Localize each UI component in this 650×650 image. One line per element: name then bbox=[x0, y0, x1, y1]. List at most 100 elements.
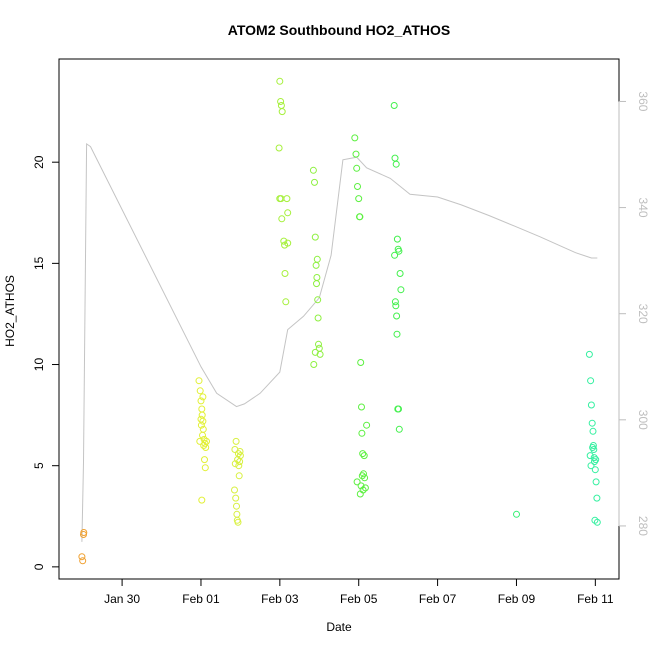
data-point bbox=[358, 429, 366, 437]
data-point bbox=[282, 298, 290, 306]
data-point bbox=[233, 502, 240, 510]
data-point bbox=[392, 302, 400, 310]
secondary-y-tick-label: 300 bbox=[636, 410, 650, 430]
data-point bbox=[195, 377, 203, 385]
data-point bbox=[390, 102, 398, 109]
x-tick-label: Jan 30 bbox=[104, 592, 140, 606]
data-point bbox=[358, 472, 366, 480]
data-point bbox=[355, 195, 363, 203]
data-point bbox=[357, 482, 365, 490]
secondary-y-tick-label: 320 bbox=[636, 304, 650, 324]
data-point bbox=[278, 108, 286, 116]
data-point bbox=[275, 144, 283, 152]
data-point bbox=[391, 154, 399, 162]
data-point bbox=[284, 239, 292, 247]
secondary-y-tick-label: 340 bbox=[636, 198, 650, 218]
data-point bbox=[395, 247, 403, 255]
data-point bbox=[203, 437, 210, 445]
data-point bbox=[352, 150, 360, 158]
data-point bbox=[313, 274, 321, 281]
data-point bbox=[589, 427, 597, 435]
data-point bbox=[235, 462, 243, 470]
data-point bbox=[392, 160, 400, 168]
data-point bbox=[591, 516, 599, 524]
data-point bbox=[363, 421, 371, 429]
secondary-series-layer bbox=[81, 142, 598, 542]
data-point bbox=[313, 280, 320, 288]
data-point bbox=[587, 401, 595, 409]
data-point bbox=[198, 496, 206, 504]
data-point bbox=[358, 403, 365, 411]
data-point bbox=[351, 134, 359, 142]
chart-title: ATOM2 Southbound HO2_ATHOS bbox=[228, 22, 450, 38]
data-point bbox=[395, 425, 403, 433]
y-tick-label: 5 bbox=[32, 462, 46, 469]
data-point bbox=[585, 350, 593, 358]
data-point bbox=[356, 213, 364, 221]
data-point bbox=[78, 553, 86, 561]
y-tick-label: 20 bbox=[32, 155, 46, 169]
data-point bbox=[198, 411, 206, 419]
data-point bbox=[588, 419, 596, 427]
data-point bbox=[283, 195, 291, 203]
data-point bbox=[197, 397, 205, 405]
data-point bbox=[395, 405, 402, 413]
data-point bbox=[311, 178, 318, 186]
data-point bbox=[201, 456, 208, 464]
data-point bbox=[199, 393, 207, 401]
x-tick-label: Feb 05 bbox=[340, 592, 378, 606]
data-point bbox=[199, 417, 207, 425]
data-point bbox=[310, 361, 318, 368]
secondary-y-tick-label: 360 bbox=[636, 91, 650, 111]
data-point bbox=[197, 421, 205, 429]
data-point bbox=[236, 448, 244, 455]
data-point bbox=[354, 183, 361, 190]
data-point bbox=[359, 486, 367, 494]
data-point bbox=[315, 340, 322, 348]
data-point bbox=[393, 312, 401, 320]
points-layer bbox=[78, 77, 601, 565]
data-point bbox=[593, 494, 601, 502]
data-point bbox=[231, 460, 239, 468]
data-point bbox=[361, 484, 369, 492]
data-point bbox=[277, 102, 285, 109]
x-tick-label: Feb 03 bbox=[261, 592, 299, 606]
data-point bbox=[589, 444, 597, 451]
data-point bbox=[314, 296, 322, 304]
y-tick-label: 0 bbox=[32, 563, 46, 570]
data-point bbox=[360, 452, 368, 460]
data-point bbox=[233, 510, 241, 518]
data-point bbox=[314, 314, 322, 322]
data-point bbox=[513, 510, 520, 518]
data-point bbox=[311, 233, 319, 241]
secondary-y-tick-label: 280 bbox=[636, 516, 650, 536]
data-point bbox=[196, 437, 204, 445]
y-tick-label: 15 bbox=[32, 256, 46, 270]
data-point bbox=[592, 478, 600, 486]
data-point bbox=[313, 255, 321, 263]
data-point bbox=[353, 478, 361, 486]
x-tick-label: Feb 09 bbox=[498, 592, 536, 606]
data-point bbox=[393, 235, 401, 243]
x-tick-label: Feb 07 bbox=[419, 592, 457, 606]
data-point bbox=[586, 452, 594, 460]
data-point bbox=[309, 166, 317, 174]
secondary-series-line bbox=[81, 142, 598, 542]
data-point bbox=[198, 405, 206, 413]
data-point bbox=[590, 454, 598, 462]
data-point bbox=[80, 529, 88, 536]
data-point bbox=[231, 486, 238, 494]
data-point bbox=[284, 209, 292, 217]
data-point bbox=[592, 456, 600, 464]
axes-layer: Jan 30 Feb 01 Feb 03 Feb 05 Feb 07 Feb 09 Feb … bbox=[32, 58, 650, 606]
data-point bbox=[201, 464, 209, 472]
data-point bbox=[353, 164, 361, 172]
data-point bbox=[278, 215, 286, 223]
data-point bbox=[591, 466, 599, 474]
data-point bbox=[232, 437, 240, 445]
data-point bbox=[393, 330, 401, 338]
data-point bbox=[234, 450, 242, 458]
data-point bbox=[391, 251, 399, 259]
y-tick-label: 10 bbox=[32, 358, 46, 372]
